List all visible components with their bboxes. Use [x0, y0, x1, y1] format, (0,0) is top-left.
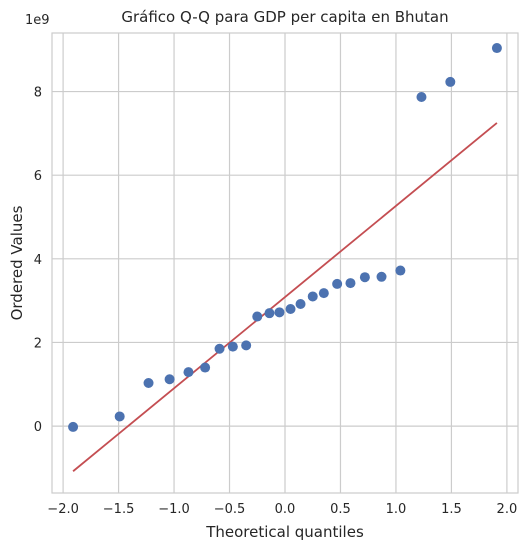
y-tick-label: 4: [34, 253, 42, 268]
data-point: [416, 92, 426, 102]
x-tick-label: 1.5: [441, 502, 462, 517]
data-point: [183, 367, 193, 377]
data-point: [274, 307, 284, 317]
data-point: [360, 272, 370, 282]
data-point: [241, 340, 251, 350]
data-point: [228, 342, 238, 352]
data-point: [144, 378, 154, 388]
data-point: [308, 291, 318, 301]
data-point: [200, 363, 210, 373]
x-tick-label: 1.0: [386, 502, 407, 517]
data-point: [68, 422, 78, 432]
data-point: [286, 304, 296, 314]
data-point: [395, 266, 405, 276]
x-tick-label: 0.5: [330, 502, 351, 517]
x-axis-label: Theoretical quantiles: [205, 523, 364, 541]
x-tick-label: −1.5: [103, 502, 135, 517]
data-point: [215, 344, 225, 354]
x-tick-label: −1.0: [158, 502, 190, 517]
y-tick-label: 6: [34, 169, 42, 184]
x-tick-label: −2.0: [47, 502, 79, 517]
y-tick-label: 2: [34, 336, 42, 351]
y-offset-text: 1e9: [25, 13, 50, 28]
x-tick-label: 2.0: [497, 502, 518, 517]
data-point: [377, 272, 387, 282]
data-point: [296, 299, 306, 309]
data-point: [345, 278, 355, 288]
y-tick-labels: 0 2 4 6 8: [34, 86, 42, 436]
y-tick-label: 8: [34, 86, 42, 101]
data-point: [319, 288, 329, 298]
data-point: [492, 43, 502, 53]
data-point: [115, 411, 125, 421]
x-tick-label: 0.0: [275, 502, 296, 517]
data-point: [332, 279, 342, 289]
y-axis-label: Ordered Values: [8, 205, 26, 320]
data-point: [445, 77, 455, 87]
x-tick-labels: −2.0 −1.5 −1.0 −0.5 0.0 0.5 1.0 1.5 2.0: [47, 502, 517, 517]
data-point: [252, 312, 262, 322]
y-tick-label: 0: [34, 420, 42, 435]
data-point: [165, 374, 175, 384]
chart-title: Gráfico Q-Q para GDP per capita en Bhuta…: [121, 8, 448, 26]
data-point: [264, 308, 274, 318]
x-tick-label: −0.5: [214, 502, 246, 517]
